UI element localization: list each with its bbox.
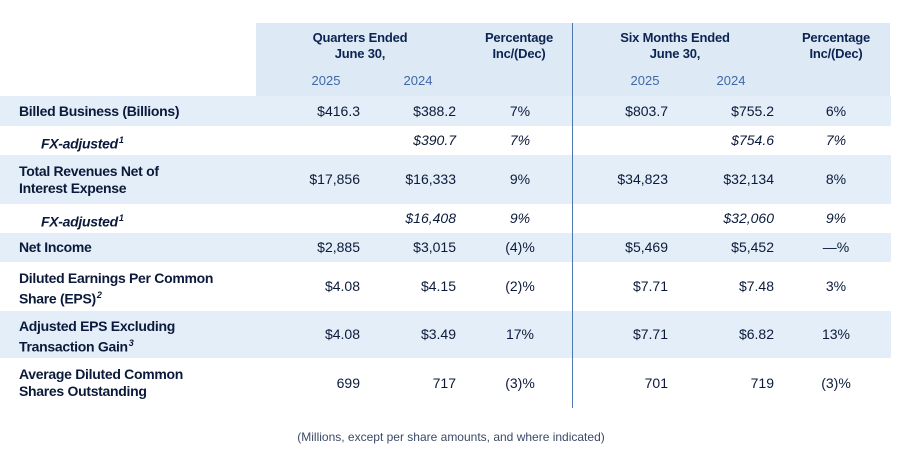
cell-spct: 7% (825, 132, 847, 148)
footnote-marker: 2 (96, 289, 102, 300)
table-row: FX-adjusted1 $390.7 7% $754.6 7% (0, 126, 891, 155)
cell-q2024: $390.7 (413, 132, 456, 148)
table-row: Adjusted EPS Excluding Transaction Gain3 $… (0, 311, 891, 358)
row-label: Net Income (19, 239, 92, 256)
row-label-text: Total Revenues Net of (19, 162, 159, 179)
cell-spct: —% (822, 239, 850, 255)
quarters-header-label: Quarters Ended (312, 30, 408, 45)
six-months-header: Six Months Ended June 30, (605, 30, 745, 62)
cell-q2024: $4.15 (420, 278, 456, 294)
row-label-text: Adjusted EPS Excluding (19, 317, 175, 334)
cell-q2025: $17,856 (309, 171, 360, 187)
six-months-pct-sub: Inc/(Dec) (809, 46, 863, 61)
column-divider (572, 23, 573, 408)
table-row: FX-adjusted1 $16,408 9% $32,060 9% (0, 204, 891, 233)
cell-s2025: $7.71 (632, 326, 668, 342)
cell-s2024: $32,134 (723, 171, 774, 187)
table-row: Average Diluted Common Shares Outstanding… (0, 358, 891, 408)
cell-qpct: 9% (509, 171, 531, 187)
cell-qpct: 17% (505, 326, 535, 342)
quarters-header: Quarters Ended June 30, (300, 30, 420, 62)
row-label-text-line2: Shares Outstanding (19, 383, 147, 399)
quarters-pct-sub: Inc/(Dec) (492, 46, 546, 61)
six-months-header-bg (573, 23, 890, 96)
cell-q2024: $388.2 (413, 102, 456, 119)
cell-s2025: $803.7 (625, 102, 668, 119)
row-label-text-line2: Share (EPS) (19, 290, 96, 307)
row-label-text-line2: Transaction Gain (19, 338, 128, 355)
table-row: Total Revenues Net of Interest Expense $17… (0, 155, 891, 204)
six-months-header-label: Six Months Ended (620, 30, 730, 45)
row-label: Diluted Earnings Per Common Share (EPS)2 (19, 270, 213, 308)
cell-s2025: 701 (644, 374, 668, 391)
cell-s2025: $7.71 (632, 278, 668, 294)
row-label-text: Billed Business (Billions) (19, 102, 180, 119)
year-s-2024: 2024 (716, 73, 746, 88)
footnote: (Millions, except per share amounts, and… (297, 430, 605, 444)
quarters-header-sub: June 30, (334, 46, 386, 61)
row-label: FX-adjusted1 (41, 210, 124, 231)
row-label-text: Average Diluted Common (19, 366, 184, 382)
cell-q2024: 717 (432, 374, 456, 391)
row-label: Billed Business (Billions) (19, 102, 180, 120)
cell-qpct: 7% (509, 132, 531, 148)
cell-spct: 9% (825, 210, 847, 226)
six-months-pct-header: Percentage Inc/(Dec) (786, 30, 886, 62)
row-label-text: FX-adjusted (41, 135, 118, 152)
row-label: FX-adjusted1 (41, 132, 124, 153)
year-q-2025: 2025 (311, 73, 341, 88)
cell-q2025: $4.08 (324, 326, 360, 342)
table-row: Billed Business (Billions) $416.3 $388.2 7%… (0, 96, 891, 126)
year-q-2024: 2024 (403, 73, 433, 88)
cell-s2024: $6.82 (738, 326, 774, 342)
cell-q2024: $3.49 (420, 326, 456, 342)
cell-s2024: $754.6 (731, 132, 774, 148)
cell-qpct: 7% (509, 102, 531, 119)
cell-qpct: (3)% (505, 374, 535, 391)
footnote-marker: 1 (118, 213, 124, 223)
cell-q2025: $4.08 (324, 278, 360, 294)
row-label-text-line2: Interest Expense (19, 179, 127, 196)
year-s-2025: 2025 (630, 73, 660, 88)
row-label: Adjusted EPS Excluding Transaction Gain3 (19, 318, 175, 356)
row-label-text: Net Income (19, 239, 92, 255)
cell-q2025: $2,885 (317, 239, 360, 255)
six-months-header-sub: June 30, (649, 46, 701, 61)
cell-s2024: 719 (750, 374, 774, 391)
cell-spct: 6% (825, 102, 847, 119)
row-label: Average Diluted Common Shares Outstanding (19, 366, 183, 400)
cell-q2024: $3,015 (413, 239, 456, 255)
cell-s2024: $32,060 (723, 210, 774, 226)
footnote-marker: 1 (118, 135, 124, 145)
cell-q2024: $16,408 (405, 210, 456, 226)
cell-s2024: $7.48 (738, 278, 774, 294)
cell-q2025: 699 (336, 374, 360, 391)
footnote-marker: 3 (128, 337, 134, 348)
cell-s2025: $5,469 (625, 239, 668, 255)
row-label-text: Diluted Earnings Per Common (19, 269, 214, 286)
cell-s2024: $755.2 (731, 102, 774, 119)
cell-spct: 8% (825, 171, 847, 187)
cell-s2024: $5,452 (731, 239, 774, 255)
cell-qpct: 9% (509, 210, 531, 226)
quarters-pct-header: Percentage Inc/(Dec) (469, 30, 569, 62)
cell-spct: 13% (821, 326, 851, 342)
cell-s2025: $34,823 (617, 171, 668, 187)
cell-qpct: (4)% (505, 239, 535, 255)
cell-q2024: $16,333 (405, 171, 456, 187)
row-label: Total Revenues Net of Interest Expense (19, 163, 159, 197)
table-row: Net Income $2,885 $3,015 (4)% $5,469 $5,452 —% (0, 233, 891, 262)
row-label-text: FX-adjusted (41, 213, 118, 230)
cell-spct: 3% (825, 278, 847, 294)
quarters-pct-label: Percentage (484, 30, 554, 45)
cell-qpct: (2)% (505, 278, 535, 294)
cell-spct: (3)% (821, 374, 851, 391)
six-months-pct-label: Percentage (801, 30, 871, 45)
cell-q2025: $416.3 (317, 102, 360, 119)
quarters-header-bg (256, 23, 572, 96)
table-row: Diluted Earnings Per Common Share (EPS)2 $… (0, 262, 891, 311)
